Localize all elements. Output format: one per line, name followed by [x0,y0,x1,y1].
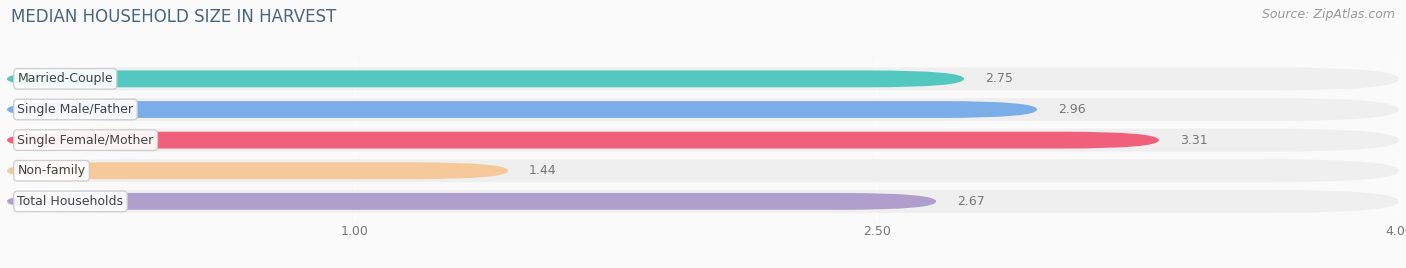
Text: 1.44: 1.44 [529,164,557,177]
FancyBboxPatch shape [7,101,1038,118]
Text: 2.75: 2.75 [984,72,1012,85]
Text: Total Households: Total Households [17,195,124,208]
FancyBboxPatch shape [7,67,1399,90]
FancyBboxPatch shape [7,193,936,210]
Text: 3.31: 3.31 [1180,134,1208,147]
Text: Single Male/Father: Single Male/Father [17,103,134,116]
FancyBboxPatch shape [7,162,508,179]
Text: Married-Couple: Married-Couple [17,72,112,85]
Text: Non-family: Non-family [17,164,86,177]
Text: Source: ZipAtlas.com: Source: ZipAtlas.com [1261,8,1395,21]
FancyBboxPatch shape [7,70,965,87]
Text: MEDIAN HOUSEHOLD SIZE IN HARVEST: MEDIAN HOUSEHOLD SIZE IN HARVEST [11,8,336,26]
Text: 2.67: 2.67 [957,195,984,208]
Text: Single Female/Mother: Single Female/Mother [17,134,153,147]
FancyBboxPatch shape [7,132,1159,148]
FancyBboxPatch shape [7,190,1399,213]
FancyBboxPatch shape [7,159,1399,182]
FancyBboxPatch shape [7,98,1399,121]
Text: 2.96: 2.96 [1057,103,1085,116]
FancyBboxPatch shape [7,129,1399,152]
